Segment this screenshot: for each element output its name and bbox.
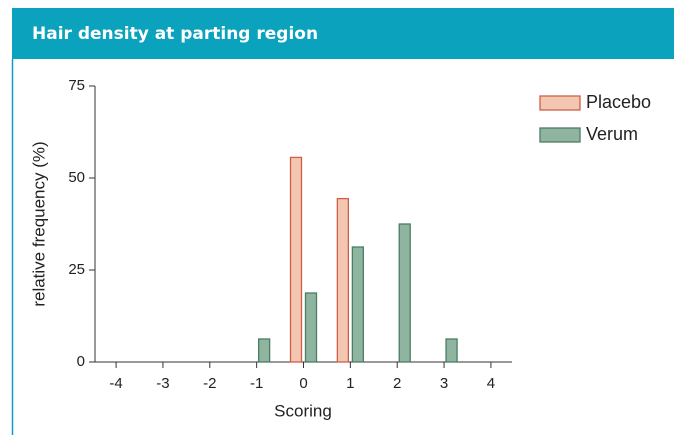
x-tick-label: 4 bbox=[487, 375, 495, 392]
legend-label: Verum bbox=[586, 124, 638, 144]
header-bar bbox=[12, 8, 674, 59]
y-tick-label: 75 bbox=[68, 77, 85, 94]
y-axis-label: relative frequency (%) bbox=[29, 141, 48, 306]
bar bbox=[289, 156, 303, 363]
bar bbox=[398, 223, 411, 363]
x-tick-label: -2 bbox=[203, 375, 216, 392]
y-tick-label: 50 bbox=[68, 169, 85, 186]
bar bbox=[351, 246, 365, 363]
x-tick-label: -1 bbox=[250, 375, 263, 392]
legend-label: Placebo bbox=[586, 92, 651, 112]
chart-title: Hair density at parting region bbox=[32, 24, 318, 44]
y-tick-label: 25 bbox=[68, 261, 85, 278]
bar bbox=[304, 292, 318, 363]
y-tick-label: 0 bbox=[77, 353, 85, 370]
x-tick-label: 0 bbox=[299, 375, 307, 392]
bar bbox=[445, 338, 458, 363]
legend-swatch bbox=[539, 95, 581, 111]
x-tick-label: -4 bbox=[109, 375, 122, 392]
bar bbox=[257, 338, 271, 363]
x-axis-label: Scoring bbox=[274, 401, 332, 420]
x-tick-label: 3 bbox=[440, 375, 448, 392]
x-tick-label: -3 bbox=[156, 375, 169, 392]
legend-swatch bbox=[539, 127, 581, 143]
x-tick-label: 2 bbox=[393, 375, 401, 392]
x-tick-label: 1 bbox=[346, 375, 354, 392]
bar bbox=[336, 197, 350, 363]
